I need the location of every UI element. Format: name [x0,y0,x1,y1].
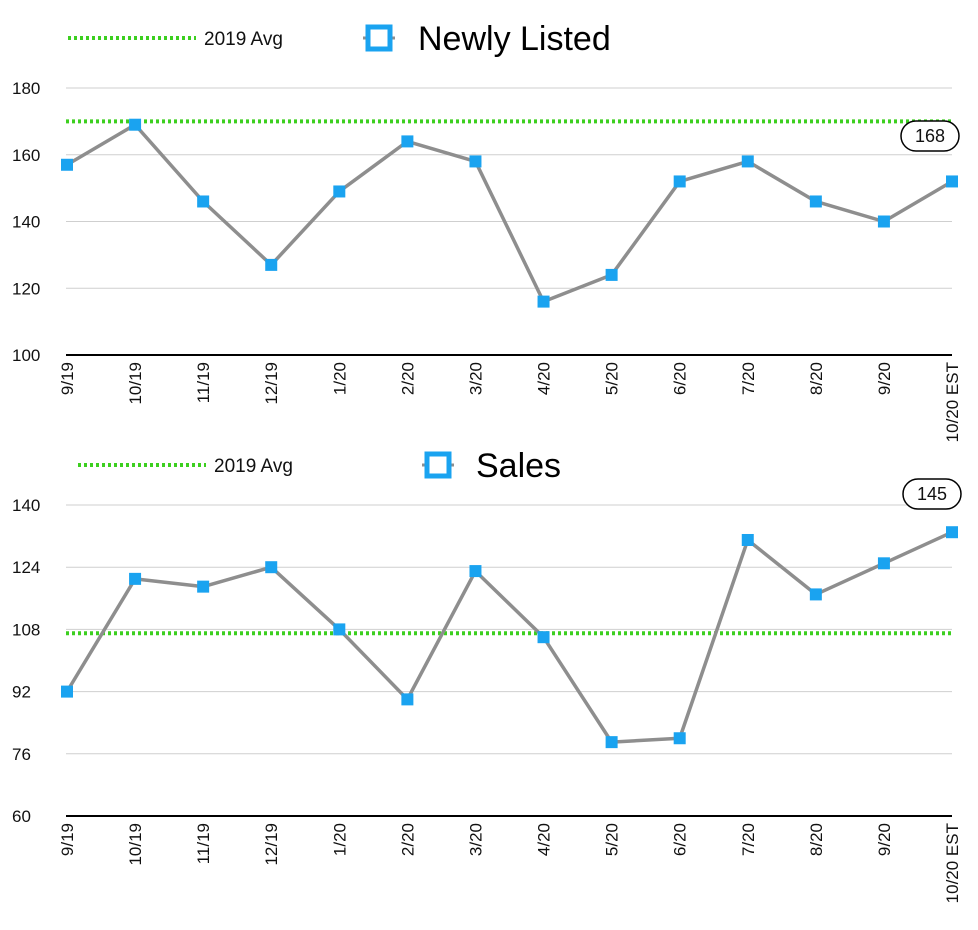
data-point [877,215,890,228]
data-point [605,268,618,281]
callout-bubble [902,478,962,510]
sales-chart: 60 76 92 108 124 140 9/19 10/19 11/19 12/19 1/20 2/… [12,447,962,903]
x-tick-label: 9/19 [58,362,77,395]
data-point [537,631,550,644]
data-point [469,565,482,578]
x-tick-label: 7/20 [739,362,758,395]
series-line [66,122,953,304]
x-tick-label: 12/19 [262,823,281,866]
y-tick-label: 108 [12,620,40,639]
x-tick-label: 9/20 [875,823,894,856]
x-tick-label: 4/20 [535,823,554,856]
data-point [197,580,210,593]
y-tick-label: 120 [12,279,40,298]
legend-avg-label: 2019 Avg [204,29,283,50]
data-point [537,295,550,308]
x-tick-label: 6/20 [671,362,690,395]
chart-title: Sales [476,447,561,485]
callout-bubble [900,120,960,152]
data-point [333,623,346,636]
y-tick-label: 140 [12,496,40,515]
x-tick-label: 8/20 [807,823,826,856]
data-point [61,158,73,171]
x-tick-label: 2/20 [398,362,417,395]
y-tick-label: 76 [12,745,31,764]
x-tick-label: 1/20 [330,362,349,395]
x-tick-label: 3/20 [466,823,485,856]
data-point [469,155,482,168]
newly-listed-chart: 100 120 140 160 180 9/19 10/19 11/19 12/19 1/20 2/… [12,20,962,442]
y-tick-label: 160 [12,146,40,165]
legend-avg-label: 2019 Avg [214,456,293,477]
x-tick-label: 9/20 [875,362,894,395]
x-tick-label: 10/19 [126,362,145,405]
data-point [401,693,414,706]
data-point [605,736,618,749]
y-tick-label: 92 [12,683,31,702]
data-point [197,195,210,208]
data-point [809,588,822,601]
data-point [265,258,278,271]
x-tick-label: 11/19 [194,823,213,864]
data-point [129,118,142,131]
x-tick-label: 1/20 [330,823,349,856]
callout-value: 145 [917,484,947,504]
y-tick-label: 60 [12,807,31,826]
y-tick-label: 140 [12,213,40,232]
x-tick-label: 10/19 [126,823,145,866]
x-tick-label: 8/20 [807,362,826,395]
data-point [741,533,754,546]
x-tick-label: 5/20 [603,362,622,395]
chart-title: Newly Listed [418,20,611,58]
y-tick-label: 100 [12,346,40,365]
y-tick-label: 180 [12,79,40,98]
x-tick-label: 10/20 EST [943,362,962,442]
x-tick-label: 12/19 [262,362,281,405]
y-tick-label: 124 [12,558,40,577]
x-tick-label: 3/20 [466,362,485,395]
x-tick-label: 5/20 [603,823,622,856]
data-point [673,732,686,745]
data-point [877,557,890,570]
x-tick-label: 11/19 [194,362,213,403]
x-tick-label: 9/19 [58,823,77,856]
data-point [946,526,958,539]
legend-series-marker [365,24,393,52]
series-line [65,530,953,744]
x-tick-label: 2/20 [398,823,417,856]
x-tick-label: 6/20 [671,823,690,856]
data-point [129,572,142,585]
legend-series-marker [424,451,452,479]
x-tick-label: 4/20 [535,362,554,395]
x-tick-label: 10/20 EST [943,823,962,903]
data-point [333,185,346,198]
data-point [946,175,958,188]
data-point [809,195,822,208]
data-point [401,135,414,148]
data-point [741,155,754,168]
data-point [673,175,686,188]
callout-value: 168 [915,126,945,146]
data-point [265,561,278,574]
data-point [61,685,73,698]
x-tick-label: 7/20 [739,823,758,856]
